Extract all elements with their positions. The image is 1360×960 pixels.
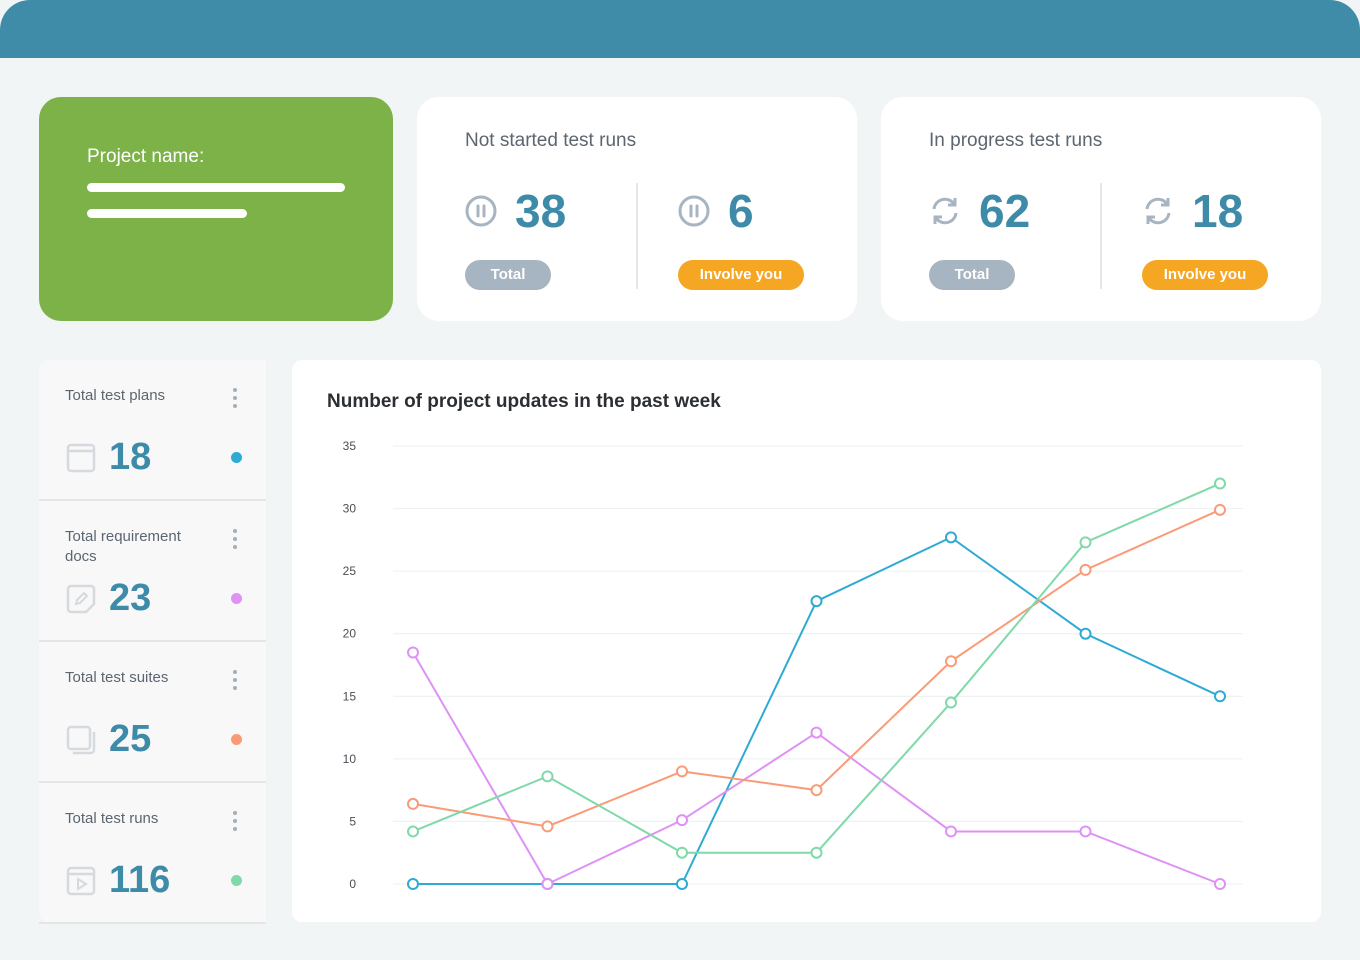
divider xyxy=(1100,183,1102,289)
involve-you-button[interactable]: Involve you xyxy=(678,260,804,290)
involve-you-button[interactable]: Involve you xyxy=(1142,260,1268,290)
item-value: 116 xyxy=(109,859,171,901)
y-tick-label: 35 xyxy=(343,439,357,453)
data-point xyxy=(1079,627,1092,640)
play-icon xyxy=(66,866,96,896)
item-label: Total test runs xyxy=(65,810,159,827)
more-options-icon[interactable] xyxy=(233,670,239,694)
not-started-card: Not started test runs 38 Total 6 Involve… xyxy=(417,97,857,321)
summary-sidebar: Total test plans 18 Total requirement do… xyxy=(39,360,266,924)
window-icon xyxy=(66,443,96,473)
y-tick-label: 20 xyxy=(343,627,357,641)
status-dot xyxy=(231,593,242,604)
total-button[interactable]: Total xyxy=(465,260,551,290)
y-tick-label: 15 xyxy=(343,689,357,703)
data-point xyxy=(810,726,823,739)
data-point xyxy=(676,814,688,827)
data-point xyxy=(676,765,688,778)
summary-item-test-suites[interactable]: Total test suites 25 xyxy=(39,642,266,783)
project-name-label: Project name: xyxy=(87,146,205,167)
involve-count: 6 xyxy=(728,185,754,237)
data-point xyxy=(541,878,554,890)
data-point xyxy=(1214,477,1226,490)
divider xyxy=(636,183,638,289)
status-dot xyxy=(231,452,242,463)
card-title: Not started test runs xyxy=(465,130,637,151)
data-point xyxy=(541,820,554,833)
edit-doc-icon xyxy=(66,584,96,614)
updates-chart-card: Number of project updates in the past we… xyxy=(292,360,1321,922)
data-point xyxy=(1214,878,1226,890)
data-point xyxy=(810,595,823,608)
status-dot xyxy=(231,734,242,745)
series-line xyxy=(412,482,1221,854)
project-card[interactable]: Project name: xyxy=(39,97,393,321)
data-point xyxy=(945,696,957,709)
refresh-icon xyxy=(932,197,958,225)
data-point xyxy=(676,878,688,890)
data-point xyxy=(407,878,419,890)
data-point xyxy=(1079,825,1092,838)
more-options-icon[interactable] xyxy=(233,811,239,835)
pause-circle-icon xyxy=(678,195,710,227)
data-point xyxy=(810,846,823,859)
item-value: 18 xyxy=(109,436,152,478)
card-title: In progress test runs xyxy=(929,130,1103,151)
data-point xyxy=(945,531,957,544)
data-point xyxy=(945,825,957,838)
more-options-icon[interactable] xyxy=(233,388,239,412)
y-tick-label: 30 xyxy=(343,502,357,516)
item-value: 25 xyxy=(109,718,152,760)
item-value: 23 xyxy=(109,577,152,619)
data-point xyxy=(810,784,823,797)
status-dot xyxy=(231,875,242,886)
placeholder-line xyxy=(87,183,345,192)
summary-item-test-runs[interactable]: Total test runs 116 xyxy=(39,783,266,924)
pause-circle-icon xyxy=(465,195,497,227)
total-count: 62 xyxy=(979,185,1031,237)
involve-count: 18 xyxy=(1192,185,1244,237)
refresh-icon xyxy=(1145,197,1171,225)
item-label: Total test plans xyxy=(65,387,166,404)
data-point xyxy=(1214,690,1226,703)
data-point xyxy=(541,770,554,783)
series-line xyxy=(413,536,1221,885)
y-tick-label: 10 xyxy=(343,752,357,766)
data-point xyxy=(1079,563,1092,576)
data-point xyxy=(676,846,688,859)
data-point xyxy=(945,655,957,668)
line-chart: 0 5 10 15 20 25 30 35 xyxy=(343,439,1243,891)
y-tick-label: 5 xyxy=(349,814,356,828)
data-point xyxy=(407,797,419,810)
placeholder-line xyxy=(87,209,247,218)
total-button[interactable]: Total xyxy=(929,260,1015,290)
total-count: 38 xyxy=(515,185,567,237)
data-point xyxy=(1214,503,1226,516)
stack-icon xyxy=(66,725,96,755)
y-tick-label: 25 xyxy=(343,564,357,578)
item-label: Total test suites xyxy=(65,669,169,686)
data-point xyxy=(407,825,419,838)
in-progress-card: In progress test runs 62 Total 18 Involv… xyxy=(881,97,1321,321)
chart-title: Number of project updates in the past we… xyxy=(327,391,721,412)
more-options-icon[interactable] xyxy=(233,529,239,553)
y-tick-label: 0 xyxy=(349,877,356,891)
data-point xyxy=(1079,536,1092,549)
summary-item-test-plans[interactable]: Total test plans 18 xyxy=(39,360,266,501)
data-point xyxy=(407,646,419,659)
item-label: Total requirement docs xyxy=(65,528,181,565)
series-line xyxy=(412,508,1221,828)
top-header-bar xyxy=(0,0,1360,58)
summary-item-requirement-docs[interactable]: Total requirement docs 23 xyxy=(39,501,266,642)
